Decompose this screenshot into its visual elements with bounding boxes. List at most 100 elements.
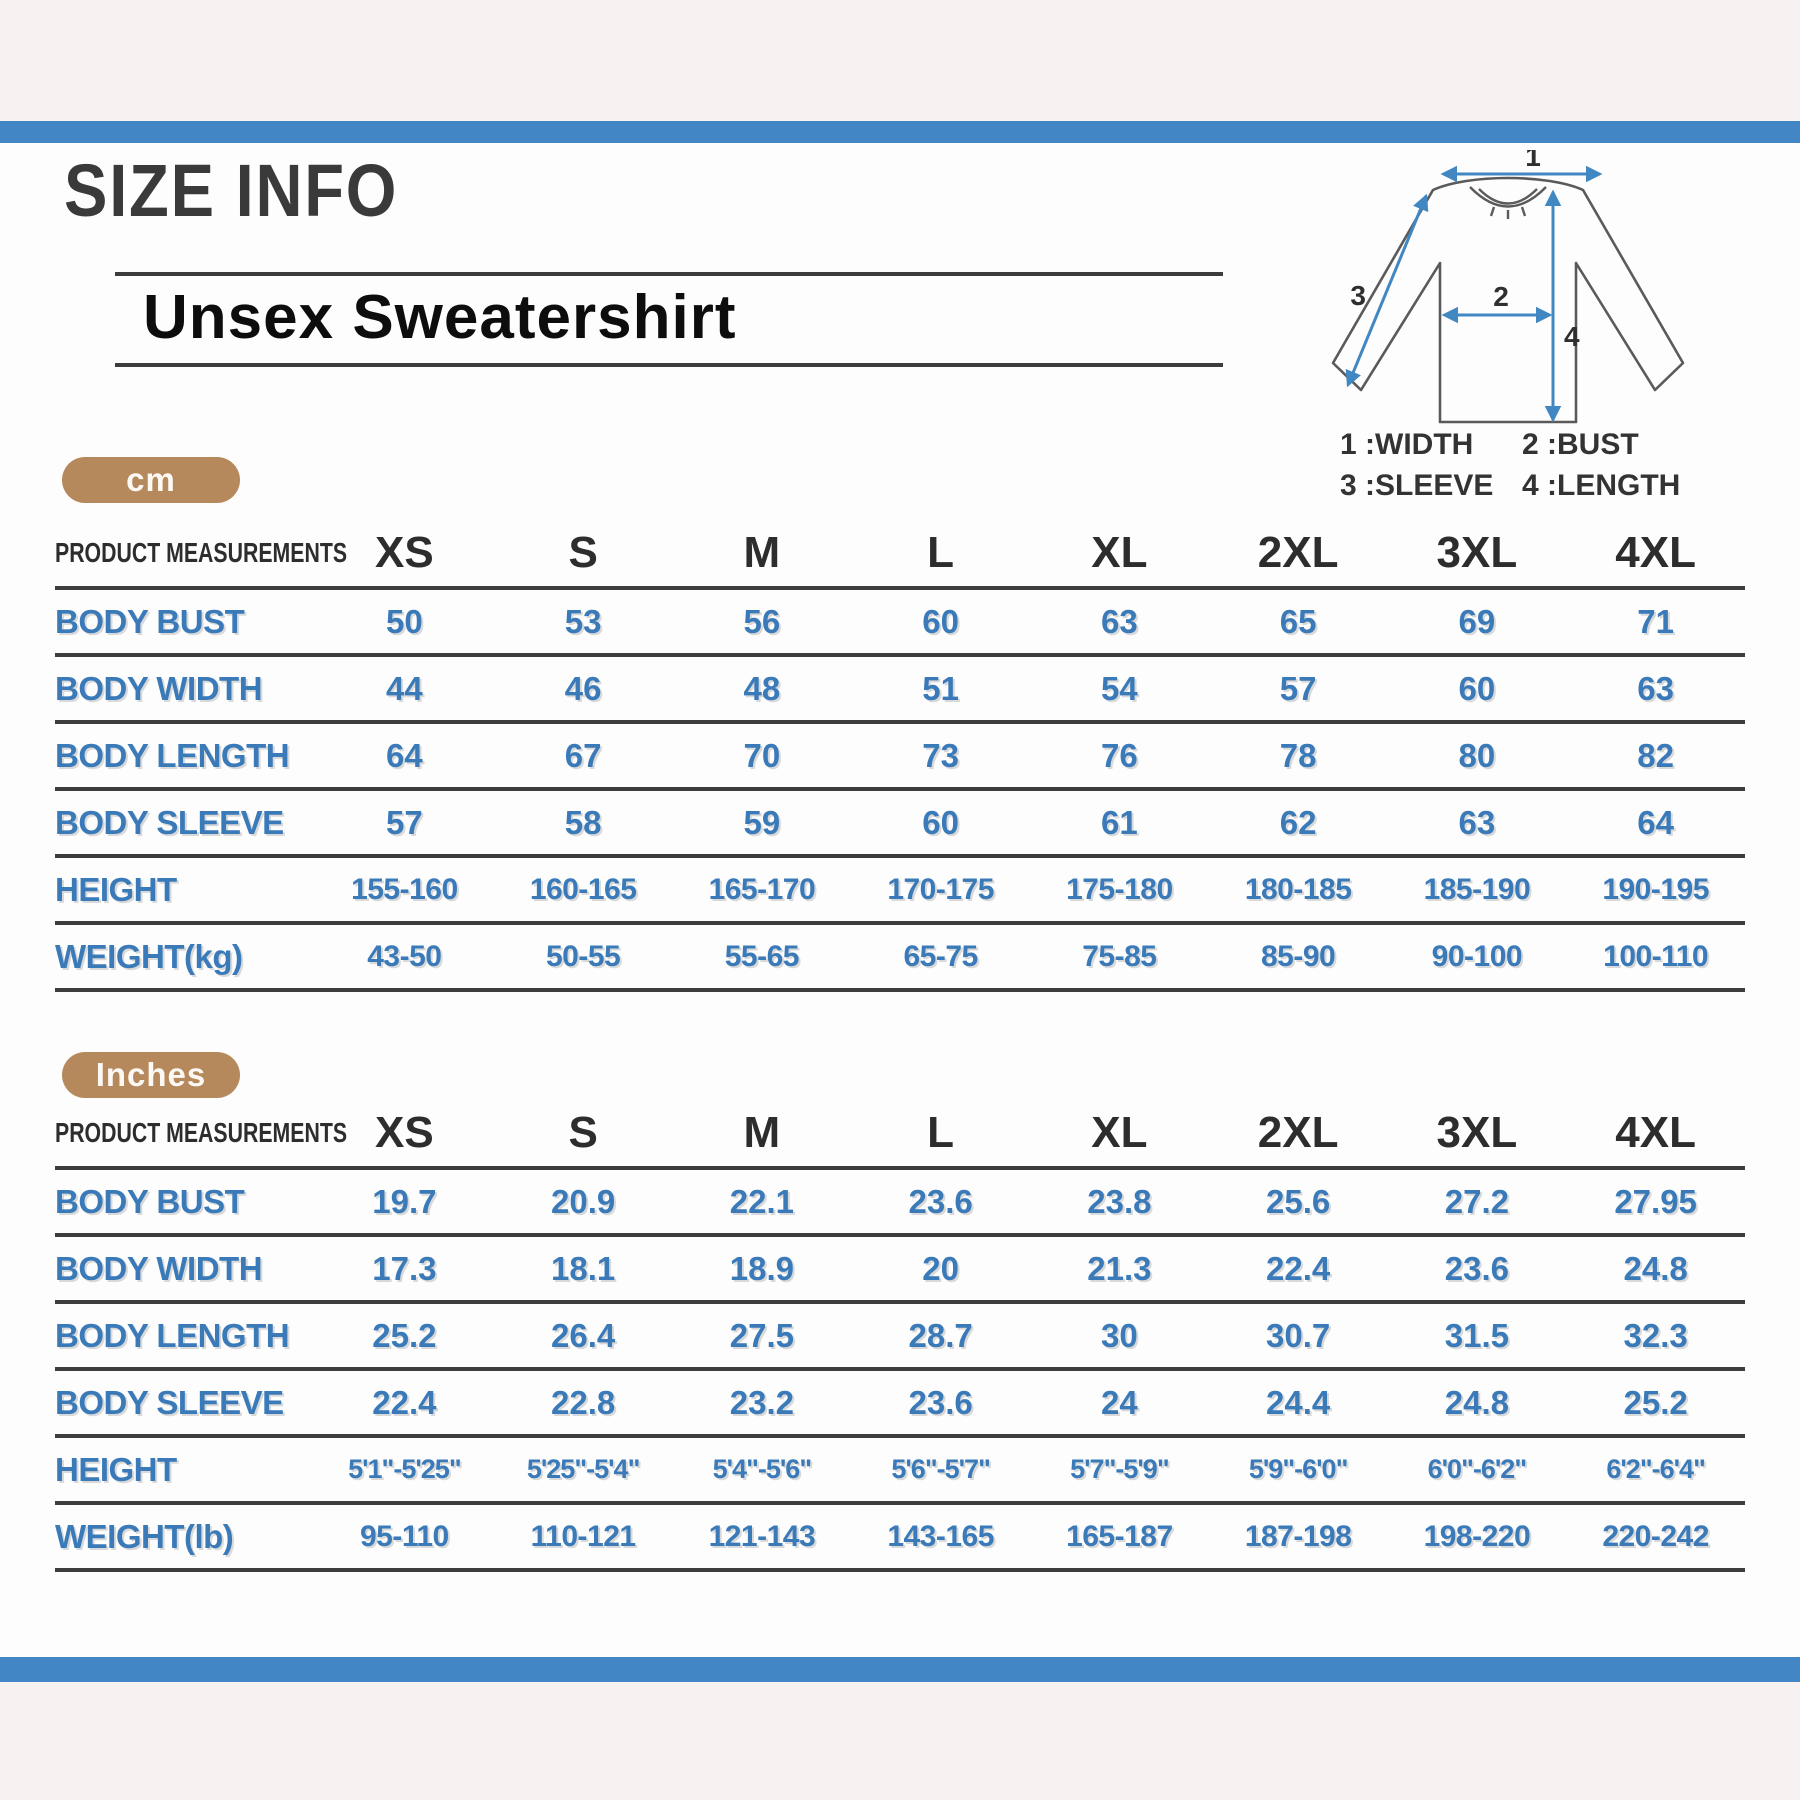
measurement-value: 61: [1101, 803, 1138, 841]
column-header-product-measurements-label: PRODUCT MEASUREMENTS: [55, 1117, 348, 1148]
table-row: HEIGHT 155-160 160-165 165-170 170-175 175-18…: [55, 856, 1745, 923]
measurement-value: 57: [1279, 669, 1317, 707]
measurement-value: 27.95: [1614, 1182, 1697, 1220]
measurement-value: 64: [386, 736, 423, 774]
column-header-size-xl: XL: [1091, 1108, 1148, 1157]
column-header-size-m: M: [743, 1108, 781, 1157]
row-label: BODY WIDTH: [55, 1249, 263, 1287]
column-header-product-measurements: PRODUCT MEASUREMENTS: [55, 520, 347, 588]
measurement-value: 65-75: [903, 939, 979, 973]
product-name: Unsex Sweatershirt: [143, 283, 737, 352]
table-row: BODY LENGTH 25.2 26.4 27.5 28.7 30 30.7 31.5 32.…: [55, 1302, 1745, 1369]
measurement-value: 85-90: [1261, 939, 1336, 973]
measurement-value: 26.4: [551, 1316, 616, 1354]
measurement-value: 5'1"-5'25": [348, 1454, 462, 1484]
row-label: WEIGHT(kg): [55, 937, 243, 975]
table-row: BODY BUST 19.7 20.9 22.1 23.6 23.8 25.6 27.2 27.…: [55, 1168, 1745, 1235]
legend-item-bust: 2 :BUST: [1522, 428, 1639, 461]
column-header-size-m: M: [743, 528, 781, 577]
measurement-value: 46: [564, 669, 602, 707]
measurement-value: 220-242: [1602, 1519, 1709, 1553]
measurement-value: 24.8: [1444, 1383, 1509, 1421]
measurement-value: 69: [1458, 602, 1496, 640]
column-header-size-xs: XS: [375, 528, 434, 577]
measurement-value: 56: [743, 602, 781, 640]
column-header-size-l: L: [927, 1108, 955, 1157]
measurement-value: 22.8: [551, 1383, 616, 1421]
size-table-inches: PRODUCT MEASUREMENTS XS S M L XL 2XL 3XL 4XL BODY…: [55, 1100, 1745, 1572]
measurement-value: 80: [1458, 736, 1496, 774]
measurement-value: 76: [1101, 736, 1138, 774]
column-header-size-3xl: 3XL: [1436, 1108, 1518, 1157]
measurement-value: 23.8: [1087, 1182, 1152, 1220]
measurement-value: 175-180: [1066, 872, 1173, 906]
bottom-blue-bar: [0, 1657, 1800, 1682]
measurement-value: 187-198: [1244, 1519, 1352, 1553]
row-label: BODY SLEEVE: [55, 803, 284, 841]
measurement-value: 22.4: [1266, 1249, 1331, 1287]
measurement-value: 6'0"-6'2": [1427, 1454, 1527, 1484]
measurement-value: 180-185: [1244, 872, 1352, 906]
legend-item-sleeve: 3 :SLEEVE: [1340, 469, 1494, 502]
unit-badge-cm: cm: [62, 457, 240, 503]
measurement-value: 58: [564, 803, 602, 841]
shirt-collar: [1469, 186, 1547, 219]
row-label: BODY SLEEVE: [55, 1383, 284, 1421]
measurement-value: 75-85: [1082, 939, 1157, 973]
measurement-value: 60: [922, 803, 959, 841]
measurement-value: 160-165: [529, 872, 637, 906]
measurement-value: 53: [564, 602, 602, 640]
row-label: HEIGHT: [55, 870, 177, 908]
measurement-value: 50: [386, 602, 423, 640]
measurement-value: 71: [1637, 602, 1674, 640]
sweatshirt-diagram-icon: 1 2 3 4: [1331, 150, 1685, 424]
sleeve-arrow: [1345, 193, 1429, 388]
measurement-value: 18.9: [729, 1249, 794, 1287]
product-name-block: Unsex Sweatershirt: [115, 272, 1223, 367]
measurement-value: 60: [922, 602, 959, 640]
measurement-value: 27.2: [1444, 1182, 1509, 1220]
measurement-value: 24.4: [1266, 1383, 1331, 1421]
measurement-value: 110-121: [530, 1519, 636, 1553]
measurement-value: 65: [1279, 602, 1317, 640]
size-table-cm: PRODUCT MEASUREMENTS XS S M L XL 2XL 3XL 4XL BODY…: [55, 520, 1745, 992]
measurement-value: 5'4"-5'6": [712, 1454, 812, 1484]
measurement-value: 82: [1637, 736, 1674, 774]
legend-item-length: 4 :LENGTH: [1522, 469, 1681, 502]
measurement-value: 30: [1101, 1316, 1138, 1354]
unit-badge-inches-label: Inches: [95, 1056, 207, 1093]
measurement-value: 23.6: [1444, 1249, 1509, 1287]
column-header-size-2xl: 2XL: [1257, 528, 1339, 577]
column-header-size-4xl: 4XL: [1615, 1108, 1696, 1157]
row-label: WEIGHT(lb): [55, 1517, 234, 1555]
measurement-value: 165-170: [708, 872, 816, 906]
measurement-value: 20.9: [551, 1182, 616, 1220]
unit-badge-cm-label: cm: [126, 461, 176, 498]
measurement-value: 28.7: [908, 1316, 973, 1354]
measurement-value: 55-65: [724, 939, 800, 973]
measurement-value: 20: [922, 1249, 959, 1287]
table-row: HEIGHT 5'1"-5'25" 5'25"-5'4" 5'4"-5'6" 5'6"-…: [55, 1436, 1745, 1503]
measurement-value: 23.2: [729, 1383, 794, 1421]
measurement-value: 24.8: [1623, 1249, 1688, 1287]
measurement-value: 190-195: [1602, 872, 1709, 906]
measurement-value: 78: [1279, 736, 1317, 774]
measurement-value: 32.3: [1623, 1316, 1688, 1354]
measurement-value: 60: [1458, 669, 1496, 707]
row-label: BODY BUST: [55, 1182, 245, 1220]
row-label: BODY LENGTH: [55, 1316, 290, 1354]
column-header-product-measurements: PRODUCT MEASUREMENTS: [55, 1100, 347, 1168]
column-header-size-2xl: 2XL: [1257, 1108, 1339, 1157]
measurement-value: 63: [1637, 669, 1674, 707]
table-row: WEIGHT(lb) 95-110 110-121 121-143 143-165 165…: [55, 1503, 1745, 1570]
table-row: WEIGHT(kg) 43-50 50-55 55-65 65-75 75-85 85-90…: [55, 923, 1745, 990]
measurement-value: 121-143: [708, 1519, 816, 1553]
row-label: BODY LENGTH: [55, 736, 290, 774]
table-row: BODY WIDTH 17.3 18.1 18.9 20 21.3 22.4 23.6 24.8: [55, 1235, 1745, 1302]
column-header-product-measurements-label: PRODUCT MEASUREMENTS: [55, 537, 348, 568]
measurement-value: 185-190: [1423, 872, 1531, 906]
measurement-value: 19.7: [372, 1182, 437, 1220]
measurement-value: 5'9"-6'0": [1248, 1454, 1348, 1484]
measurement-value: 50-55: [546, 939, 621, 973]
